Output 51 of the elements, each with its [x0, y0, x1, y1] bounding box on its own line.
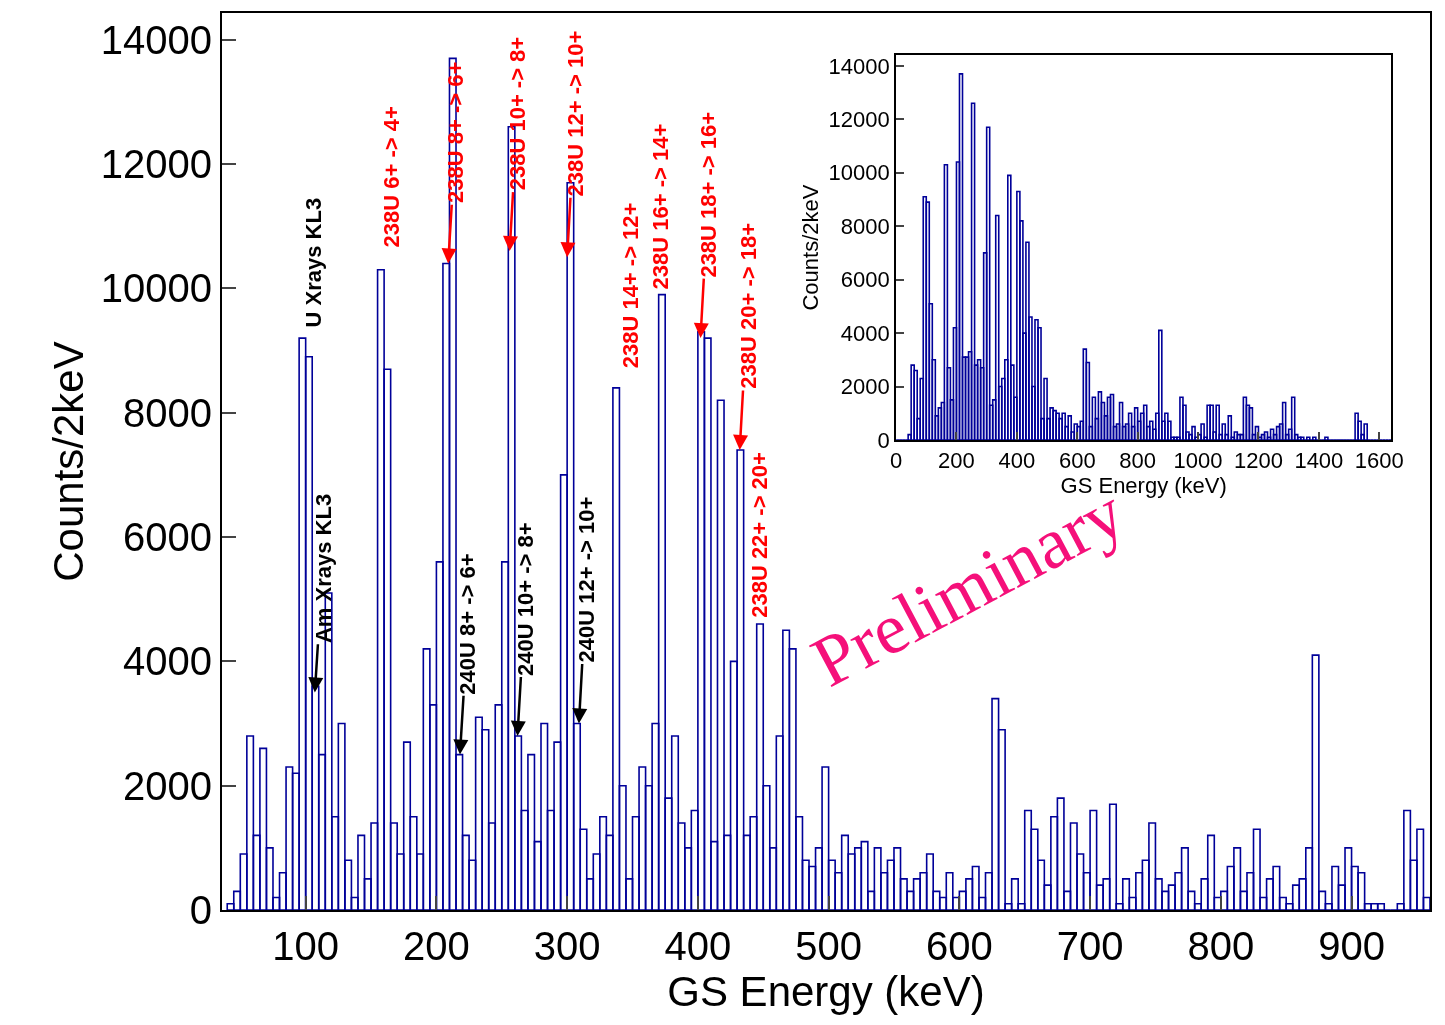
- annotation: 238U 10+ -> 8+: [504, 36, 530, 191]
- y-tick-label: 4000: [840, 320, 890, 346]
- annotation: 240U 8+ -> 6+: [455, 553, 481, 695]
- annotation: 238U 14+ -> 12+: [618, 202, 644, 369]
- y-tick-label: 12000: [828, 107, 890, 132]
- x-tick-label: 1000: [1173, 448, 1223, 474]
- x-tick-label: 500: [795, 924, 862, 968]
- y-tick-label: 14000: [100, 17, 212, 62]
- x-tick-label: 300: [533, 924, 601, 968]
- y-tick-label: 8000: [840, 213, 890, 239]
- y-tick-label: 0: [877, 427, 890, 453]
- x-tick-label: 800: [1119, 448, 1157, 474]
- y-tick-label: 2000: [840, 374, 890, 400]
- x-tick-label: 1400: [1294, 448, 1344, 474]
- x-tick-label: 800: [1187, 924, 1255, 968]
- x-tick-label: 1600: [1354, 448, 1404, 474]
- annotation: Am Xrays KL3: [310, 493, 336, 644]
- y-tick-label: 2000: [123, 763, 212, 808]
- y-tick-label: 10000: [100, 266, 212, 311]
- x-tick-label: 900: [1318, 924, 1385, 968]
- y-tick-label: 8000: [123, 390, 212, 435]
- y-tick-label: 6000: [840, 267, 890, 293]
- x-tick-label: 200: [403, 924, 470, 968]
- annotation: U Xrays KL3: [301, 197, 327, 328]
- x-axis-title: GS Energy (keV): [667, 968, 985, 1015]
- y-axis-title: Counts/2keV: [45, 341, 93, 582]
- y-tick-label: 0: [189, 888, 212, 932]
- y-tick-label: 6000: [123, 515, 212, 560]
- annotation: 240U 12+ -> 10+: [574, 496, 600, 663]
- x-tick-label: 1200: [1233, 448, 1283, 474]
- x-tick-label: 700: [1056, 924, 1124, 968]
- annotation: 238U 22+ -> 20+: [747, 452, 773, 618]
- annotation: 238U 6+ -> 4+: [378, 106, 404, 248]
- annotation: 238U 8+ -> 6+: [443, 61, 469, 203]
- annotation: 238U 12+ -> 10+: [562, 30, 588, 197]
- x-tick-label: 600: [925, 924, 993, 968]
- x-tick-label: 100: [272, 924, 340, 968]
- y-tick-label: 14000: [828, 53, 890, 79]
- y-tick-label: 12000: [100, 142, 212, 187]
- y-tick-label: 10000: [828, 160, 890, 186]
- x-tick-label: 200: [938, 448, 975, 474]
- annotation: 238U 18+ -> 16+: [696, 111, 722, 278]
- x-tick-label: 400: [998, 448, 1036, 474]
- y-axis-title: Counts/2keV: [797, 184, 823, 311]
- x-axis-title: GS Energy (keV): [1060, 473, 1227, 499]
- annotation: 238U 16+ -> 14+: [647, 123, 673, 290]
- annotation: 238U 20+ -> 18+: [735, 222, 761, 389]
- x-tick-label: 400: [664, 924, 732, 968]
- annotation: 240U 10+ -> 8+: [512, 522, 538, 677]
- y-tick-label: 4000: [123, 639, 212, 684]
- x-tick-label: 600: [1058, 448, 1096, 474]
